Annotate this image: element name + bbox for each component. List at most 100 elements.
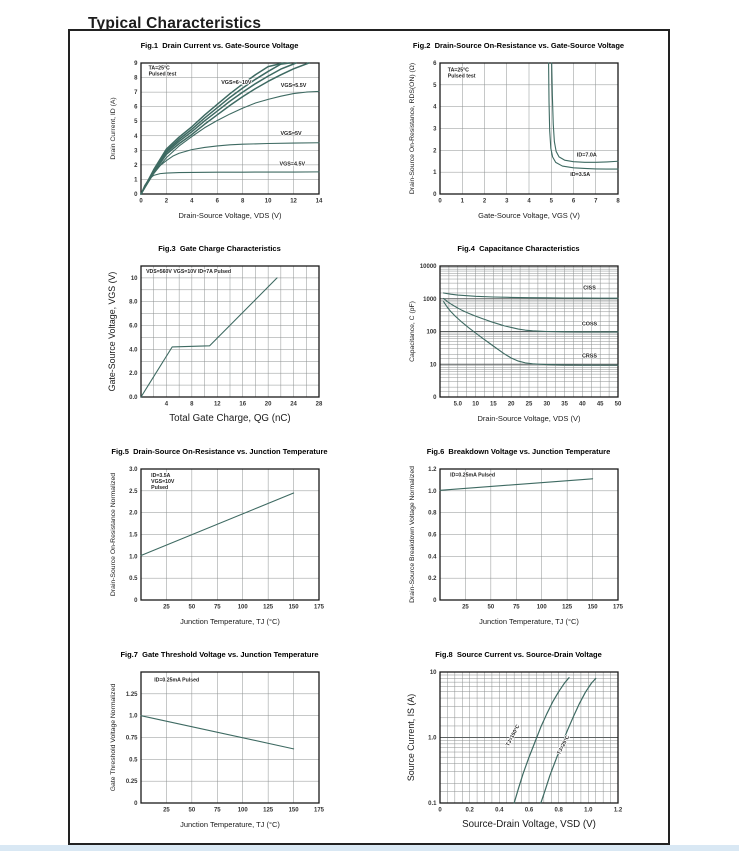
svg-text:12: 12 bbox=[290, 199, 297, 205]
svg-text:45: 45 bbox=[596, 402, 603, 408]
svg-text:ID=7.0A: ID=7.0A bbox=[576, 152, 596, 158]
svg-text:0.4: 0.4 bbox=[428, 554, 437, 560]
svg-text:Drain-Source On-Resistance, RD: Drain-Source On-Resistance, RDS(ON) (Ω) bbox=[409, 63, 416, 194]
svg-text:Junction Temperature, TJ (°C): Junction Temperature, TJ (°C) bbox=[479, 617, 579, 626]
svg-text:2.0: 2.0 bbox=[129, 371, 138, 377]
svg-text:0: 0 bbox=[134, 801, 138, 807]
figure-8-title: Fig.8 Source Current vs. Source-Drain Vo… bbox=[435, 650, 602, 659]
svg-text:50: 50 bbox=[188, 605, 195, 611]
svg-text:75: 75 bbox=[213, 808, 220, 814]
svg-text:5: 5 bbox=[433, 83, 437, 89]
fig2-chart: 0 1 2 3 4 5 6 7 8 0 1 2 3 4 5 6 TA=25°C Pulsed test ID=7.0… bbox=[409, 61, 620, 220]
svg-text:1000: 1000 bbox=[423, 297, 437, 303]
svg-text:0.6: 0.6 bbox=[524, 808, 533, 814]
svg-text:5: 5 bbox=[549, 199, 553, 205]
svg-text:4.0: 4.0 bbox=[129, 347, 138, 353]
figure-2: Fig.2 Drain-Source On-Resistance vs. Gat… bbox=[369, 31, 668, 234]
svg-text:100: 100 bbox=[237, 605, 248, 611]
svg-text:1: 1 bbox=[460, 199, 464, 205]
figure-8: Fig.8 Source Current vs. Source-Drain Vo… bbox=[369, 640, 668, 843]
svg-text:5.0: 5.0 bbox=[453, 402, 462, 408]
svg-text:VGS=5.5V: VGS=5.5V bbox=[280, 83, 306, 89]
svg-text:1.5: 1.5 bbox=[129, 533, 138, 539]
svg-text:2.0: 2.0 bbox=[129, 511, 138, 517]
svg-text:6: 6 bbox=[134, 105, 138, 111]
svg-text:0.75: 0.75 bbox=[125, 736, 137, 742]
svg-text:Gate Threshold Voltage Normali: Gate Threshold Voltage Normalized bbox=[110, 684, 117, 792]
svg-text:0.2: 0.2 bbox=[428, 576, 437, 582]
svg-text:Capacitance, C (pF): Capacitance, C (pF) bbox=[409, 301, 416, 362]
svg-text:6.0: 6.0 bbox=[129, 324, 138, 330]
svg-text:1.2: 1.2 bbox=[613, 808, 622, 814]
svg-text:2: 2 bbox=[482, 199, 486, 205]
svg-text:1.0: 1.0 bbox=[584, 808, 593, 814]
svg-text:0.1: 0.1 bbox=[428, 801, 437, 807]
svg-text:6: 6 bbox=[571, 199, 575, 205]
svg-text:0: 0 bbox=[139, 199, 143, 205]
svg-text:1.0: 1.0 bbox=[428, 736, 437, 742]
svg-text:Total Gate Charge, QG (nC): Total Gate Charge, QG (nC) bbox=[169, 413, 290, 424]
svg-text:0.8: 0.8 bbox=[428, 511, 437, 517]
svg-text:150: 150 bbox=[587, 605, 598, 611]
svg-text:7: 7 bbox=[134, 90, 138, 96]
svg-text:Drain Current, ID (A): Drain Current, ID (A) bbox=[110, 97, 117, 159]
svg-text:0.2: 0.2 bbox=[465, 808, 474, 814]
svg-text:8.0: 8.0 bbox=[129, 300, 138, 306]
svg-text:0: 0 bbox=[438, 199, 442, 205]
svg-text:125: 125 bbox=[562, 605, 573, 611]
svg-text:6: 6 bbox=[215, 199, 219, 205]
svg-text:10: 10 bbox=[472, 402, 479, 408]
svg-text:175: 175 bbox=[313, 808, 324, 814]
svg-text:Gate-Source Voltage, VGS (V): Gate-Source Voltage, VGS (V) bbox=[107, 272, 117, 392]
svg-text:CRSS: CRSS bbox=[582, 354, 597, 360]
svg-text:0.5: 0.5 bbox=[129, 576, 138, 582]
svg-text:Drain-Source On-Resistance Nor: Drain-Source On-Resistance Normalized bbox=[110, 473, 117, 596]
svg-text:COSS: COSS bbox=[581, 322, 597, 328]
svg-text:0: 0 bbox=[433, 598, 437, 604]
svg-text:175: 175 bbox=[612, 605, 623, 611]
figure-5-title: Fig.5 Drain-Source On-Resistance vs. Jun… bbox=[111, 447, 328, 456]
figure-7: Fig.7 Gate Threshold Voltage vs. Junctio… bbox=[70, 640, 369, 843]
svg-text:100: 100 bbox=[426, 330, 437, 336]
footer-strip bbox=[0, 845, 739, 851]
svg-text:4: 4 bbox=[134, 134, 138, 140]
svg-text:Source Current, IS (A): Source Current, IS (A) bbox=[406, 694, 416, 781]
svg-text:24: 24 bbox=[290, 402, 297, 408]
svg-text:20: 20 bbox=[264, 402, 271, 408]
svg-text:12: 12 bbox=[213, 402, 220, 408]
svg-text:Drain-Source Breakdown Voltage: Drain-Source Breakdown Voltage Normalize… bbox=[409, 466, 416, 603]
svg-text:VGS=5V: VGS=5V bbox=[280, 131, 302, 137]
svg-text:175: 175 bbox=[313, 605, 324, 611]
figure-1-title: Fig.1 Drain Current vs. Gate-Source Volt… bbox=[140, 41, 299, 50]
svg-text:50: 50 bbox=[487, 605, 494, 611]
svg-text:8: 8 bbox=[616, 199, 620, 205]
svg-text:0.5: 0.5 bbox=[129, 757, 138, 763]
svg-text:100: 100 bbox=[237, 808, 248, 814]
fig3-chart: 4 8 12 16 20 24 28 0.0 2.0 4.0 6.0 8.0 10 VDS=560V VG… bbox=[107, 265, 322, 424]
svg-text:75: 75 bbox=[213, 605, 220, 611]
svg-text:75: 75 bbox=[512, 605, 519, 611]
svg-text:10: 10 bbox=[429, 670, 436, 676]
svg-text:20: 20 bbox=[507, 402, 514, 408]
svg-text:50: 50 bbox=[614, 402, 621, 408]
svg-text:0: 0 bbox=[438, 808, 442, 814]
svg-text:40: 40 bbox=[579, 402, 586, 408]
svg-text:4: 4 bbox=[527, 199, 531, 205]
svg-text:3.0: 3.0 bbox=[129, 467, 138, 473]
svg-text:0.6: 0.6 bbox=[428, 533, 437, 539]
svg-text:Junction Temperature, TJ (°C): Junction Temperature, TJ (°C) bbox=[180, 820, 280, 829]
svg-text:25: 25 bbox=[163, 808, 170, 814]
svg-text:0.8: 0.8 bbox=[554, 808, 563, 814]
svg-text:10: 10 bbox=[130, 276, 137, 282]
figure-7-title: Fig.7 Gate Threshold Voltage vs. Junctio… bbox=[120, 650, 319, 659]
svg-text:150: 150 bbox=[288, 605, 299, 611]
svg-text:4: 4 bbox=[164, 402, 168, 408]
fig4-chart: 5.0 10 15 20 25 30 35 40 45 50100001000100100CISS… bbox=[409, 264, 622, 423]
svg-text:125: 125 bbox=[263, 808, 274, 814]
svg-text:Source-Drain Voltage, VSD (V): Source-Drain Voltage, VSD (V) bbox=[462, 819, 596, 830]
svg-text:35: 35 bbox=[561, 402, 568, 408]
figure-1: Fig.1 Drain Current vs. Gate-Source Volt… bbox=[70, 31, 369, 234]
svg-text:10000: 10000 bbox=[419, 264, 436, 270]
